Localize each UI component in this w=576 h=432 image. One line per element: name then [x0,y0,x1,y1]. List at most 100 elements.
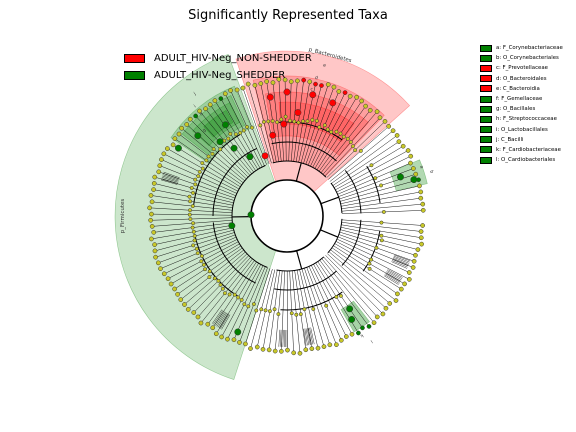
leaf-node [159,157,164,162]
fan-line [162,175,179,182]
order-arc [362,230,381,272]
leaf-branch [291,270,301,354]
clade-letter-label: f [221,111,226,117]
leaf-branch [294,270,307,350]
legend-label: ADULT_HIV-Neg_SHEDDER [154,69,286,81]
leaf-node [153,254,158,260]
leaf-branch [316,100,362,170]
leaf-node [148,217,154,223]
class-arc [274,270,337,291]
leaf-branch [338,168,414,197]
leaf-node [184,122,190,127]
order-arc [280,291,343,311]
phylum-branch [320,229,339,238]
biomarker-node-green [246,153,254,161]
inner-node [258,123,263,128]
inner-node [238,130,243,135]
taxa-key-entry: f: F_Gemellaceae [480,94,563,104]
leaf-node [297,350,303,356]
taxa-key-swatch [480,146,492,154]
inner-node [283,114,288,119]
inner-node [379,183,383,188]
inner-node [373,176,378,181]
fan-line [385,273,401,283]
inner-node [204,158,209,163]
inner-node [266,119,271,124]
inner-node [314,118,319,123]
leaf-node [282,77,288,83]
leaf-node [405,148,411,153]
leaf-node [187,116,193,122]
fan-line [281,329,283,347]
leaf-branch [257,269,276,348]
class-legend: ADULT_HIV-Neg_NON-SHEDDER ADULT_HIV-Neg_… [124,50,312,84]
leaf-node [327,342,333,348]
biomarker-node-red [269,131,277,139]
leaf-node [420,207,426,213]
fan-line [392,259,409,267]
phylum-arc [276,256,325,272]
leaf-node [313,81,318,87]
taxa-key-swatch [480,156,492,164]
inner-node [270,119,275,124]
leaf-node [254,344,260,350]
fan-line [383,275,399,285]
leaf-node [222,91,228,97]
leaf-branch [341,224,422,238]
inner-node [199,259,204,264]
leaf-branch [340,185,420,205]
leaf-node [343,334,349,339]
leaf-node [231,337,237,343]
inner-node [254,308,259,313]
leaf-node [315,345,321,351]
prevotellaceae-sector [265,91,369,157]
leaf-node [342,90,348,95]
inner-node [302,307,307,312]
fan-line [305,328,310,346]
leaf-node [172,136,178,141]
inner-node [200,161,205,166]
leaf-node [417,183,422,189]
clade-letter-label: j [192,91,197,97]
leaf-node [307,79,313,85]
inner-node [261,119,266,124]
bacilli-subsector [192,102,240,147]
leaf-branch [178,133,244,183]
leaf-node [151,187,156,192]
leaf-branch [340,229,418,250]
taxa-key-entry: k: F_Cardiobacteriaceae [480,145,563,155]
leaf-node [168,281,174,287]
inner-node [193,182,198,187]
figure-title: Significantly Represented Taxa [188,8,388,23]
taxa-key-entry: j: C_Bacilli [480,135,563,145]
leaf-branch [274,270,283,352]
clade-letter-label: i [193,104,198,109]
inner-node [242,302,247,307]
clade-letter-label: c [310,87,314,92]
inner-node [301,119,305,124]
leaf-node [354,94,360,100]
leaf-branch [333,245,402,290]
leaf-node [411,258,417,264]
leaf-branch [332,141,400,186]
legend-entry-non-shedder: ADULT_HIV-Neg_NON-SHEDDER [124,50,312,66]
inner-node [187,212,192,217]
inner-node [353,148,358,153]
leaf-node [382,119,388,124]
leaf-node [360,325,365,331]
inner-node [236,295,241,300]
leaf-node [165,276,171,282]
inner-node [190,225,195,230]
phylum-branch [295,162,302,182]
biomarker-node-red [266,93,274,101]
fan-line [221,314,231,330]
leaf-node [178,297,184,302]
fan-line [220,314,230,329]
leaf-branch [320,110,371,173]
fan-line [161,178,178,184]
leaf-node [394,133,400,138]
fan-line [309,327,314,345]
fan-line [393,257,410,264]
